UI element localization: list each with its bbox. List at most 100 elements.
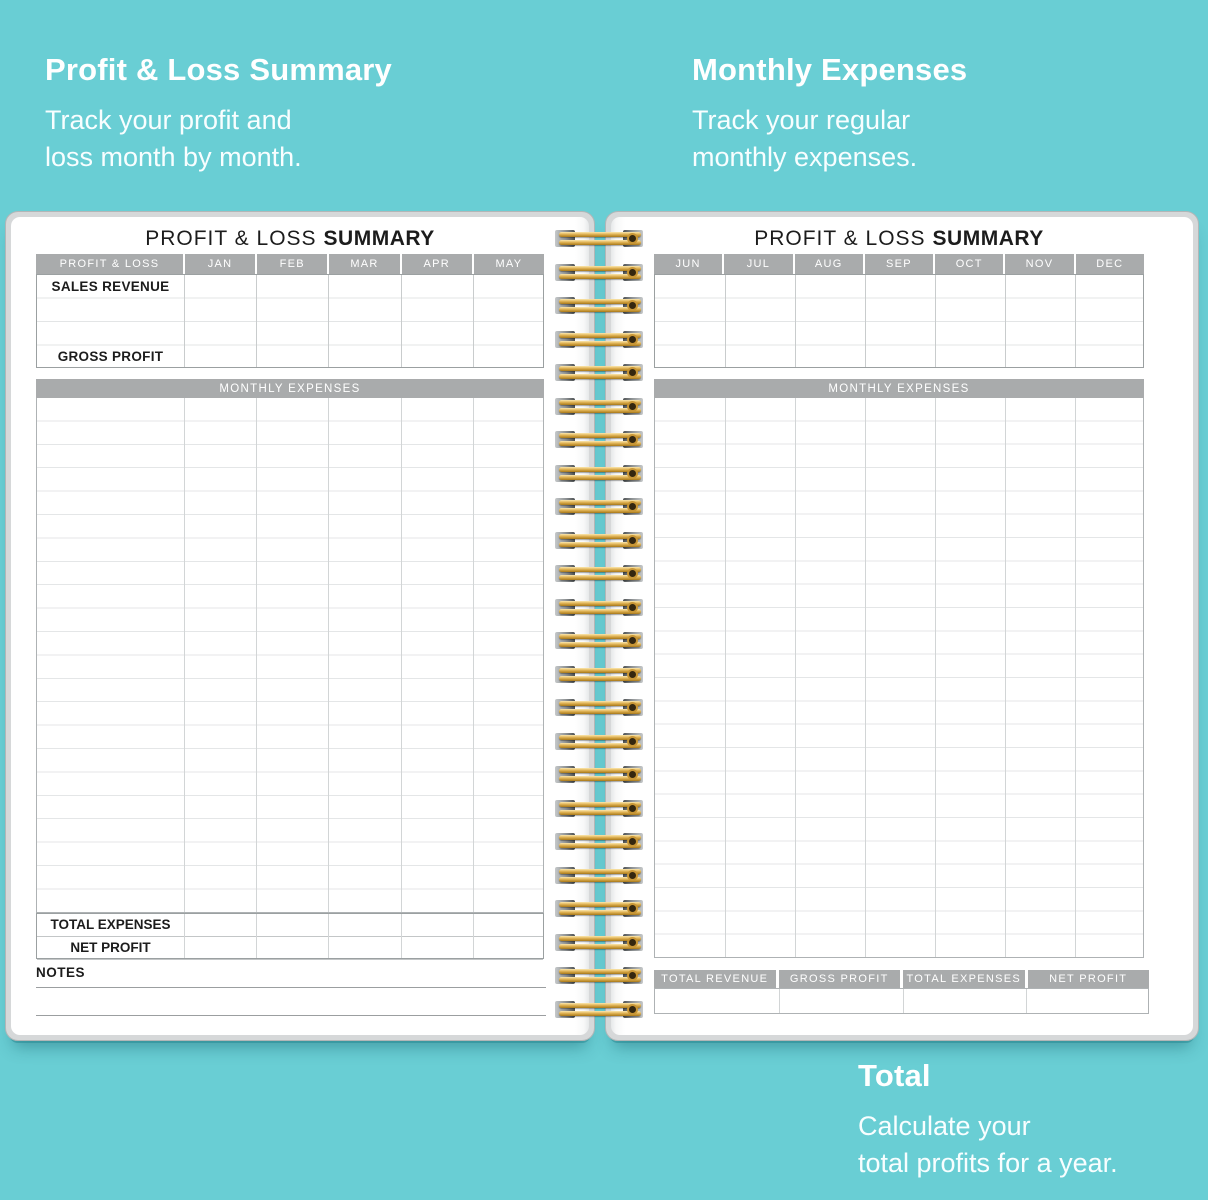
column-divider [865, 398, 866, 957]
gold-wire [559, 977, 641, 982]
gold-wire [559, 307, 641, 312]
wire-loop-end [627, 936, 638, 948]
left-page-footer-rows: TOTAL EXPENSES NET PROFIT [36, 913, 544, 960]
wire-loop-end [627, 568, 638, 579]
left-page-title-regular: PROFIT & LOSS [145, 227, 317, 250]
right-page-title: PROFIT & LOSS SUMMARY [654, 227, 1144, 251]
binding-coil [551, 799, 649, 819]
column-divider [473, 398, 474, 912]
binding-coil [551, 698, 649, 718]
gold-wire [559, 634, 641, 639]
gold-wire [559, 441, 641, 446]
binding-coil [551, 1000, 649, 1020]
binding-coil [551, 866, 649, 886]
total-expenses-label: TOTAL EXPENSES [50, 917, 171, 932]
wire-loop-end [627, 836, 638, 847]
column-divider [935, 398, 936, 957]
gold-wire [559, 910, 641, 915]
right-page: PROFIT & LOSS SUMMARY JUN JUL AUG SEP OCT NOV D… [605, 211, 1199, 1041]
column-divider [865, 275, 866, 367]
gold-wire [559, 675, 641, 681]
gold-wire [559, 709, 641, 714]
binding-coil [551, 899, 649, 919]
wire-loop-end [627, 467, 638, 479]
binding-coil [551, 732, 649, 752]
column-divider [903, 989, 904, 1013]
gold-wire [559, 843, 641, 848]
right-page-paper: PROFIT & LOSS SUMMARY JUN JUL AUG SEP OCT NOV D… [611, 217, 1193, 1035]
notes-ruled-line [36, 987, 546, 988]
column-divider [256, 914, 257, 958]
total-expenses-row: TOTAL EXPENSES [37, 914, 543, 937]
gold-wire [559, 835, 641, 840]
gold-wire [559, 541, 641, 547]
gold-wire [559, 902, 641, 907]
right-page-profit-loss-table [654, 274, 1144, 368]
column-divider [725, 275, 726, 367]
gold-wire [559, 809, 641, 815]
gold-wire [559, 299, 641, 304]
gold-wire [559, 575, 641, 580]
wire-loop-end [627, 233, 638, 244]
binding-coil [551, 564, 649, 584]
gold-wire [559, 366, 641, 371]
column-divider [401, 914, 402, 958]
right-page-title-regular: PROFIT & LOSS [754, 227, 926, 250]
gold-wire [559, 935, 641, 941]
header-cell-mar: MAR [329, 254, 400, 274]
hero-top-left: Profit & Loss Summary Track your profit … [45, 52, 392, 176]
net-profit-label: NET PROFIT [70, 940, 151, 955]
gold-wire [559, 567, 641, 572]
gold-wire [559, 340, 641, 346]
wire-loop-end [627, 668, 638, 680]
column-divider [795, 275, 796, 367]
column-divider [795, 398, 796, 957]
left-page-profit-loss-table: SALES REVENUE GROSS PROFIT [36, 274, 544, 368]
right-page-monthly-expenses-band: MONTHLY EXPENSES [654, 379, 1144, 398]
gold-wire [559, 466, 641, 472]
column-divider [935, 275, 936, 367]
hero-subtitle-total: Calculate your total profits for a year. [858, 1108, 1118, 1182]
column-divider [256, 275, 257, 367]
gold-wire [559, 776, 641, 781]
wire-loop-end [627, 869, 638, 881]
header-cell-total-expenses: TOTAL EXPENSES [903, 970, 1025, 988]
hero-subtitle-line: Track your profit and [45, 105, 292, 135]
binding-coil [551, 229, 649, 249]
binding-coil [551, 263, 649, 283]
wire-loop-end [627, 434, 638, 445]
hero-title-profit-loss: Profit & Loss Summary [45, 52, 393, 87]
gold-wire [559, 399, 641, 405]
spiral-binding [551, 229, 649, 1020]
gold-wire [559, 943, 641, 949]
net-profit-row: NET PROFIT [37, 937, 543, 960]
hero-subtitle-profit-loss: Track your profit and loss month by mont… [45, 102, 392, 176]
left-page-paper: PROFIT & LOSS SUMMARY PROFIT & LOSS JAN FEB… [11, 217, 589, 1035]
header-cell-gross-profit: GROSS PROFIT [778, 970, 900, 988]
gold-wire [559, 332, 641, 338]
wire-loop-end [627, 802, 638, 814]
hero-title-monthly-expenses: Monthly Expenses [692, 52, 968, 87]
binding-coil [551, 497, 649, 517]
gold-wire [559, 642, 641, 647]
sales-revenue-label: SALES REVENUE [51, 279, 170, 294]
left-page-expenses-grid [36, 398, 544, 913]
column-divider [1075, 275, 1076, 367]
hero-bottom-right: Total Calculate your total profits for a… [858, 1058, 1118, 1182]
gold-wire [559, 265, 641, 271]
binding-coil [551, 330, 649, 350]
column-divider [328, 398, 329, 912]
column-divider [328, 275, 329, 367]
column-divider [1005, 398, 1006, 957]
gold-wire [559, 1002, 641, 1008]
header-cell-dec: DEC [1075, 254, 1144, 274]
gold-wire [559, 734, 641, 740]
binding-coil [551, 665, 649, 685]
wire-loop-end [627, 903, 638, 914]
header-cell-profit-loss: PROFIT & LOSS [36, 254, 183, 274]
wire-loop-end [627, 601, 638, 613]
column-divider [1026, 989, 1027, 1013]
binding-coil [551, 631, 649, 651]
wire-loop-end [627, 1003, 638, 1015]
wire-loop-end [627, 534, 638, 546]
